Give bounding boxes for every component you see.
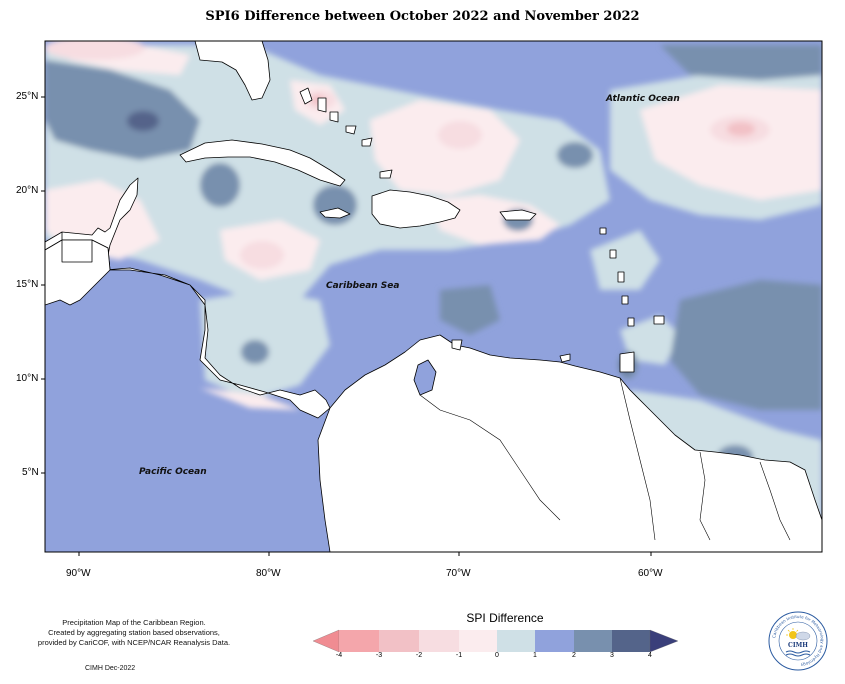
pacific-ocean-label: Pacific Ocean: [139, 467, 207, 477]
footer-line-3: provided by CariCOF, with NCEP/NCAR Rean…: [37, 638, 231, 647]
legend-tick: -2: [415, 652, 423, 659]
legend-bin-8: [612, 630, 650, 652]
footer-line-1: Precipitation Map of the Caribbean Regio…: [62, 618, 206, 627]
legend-bin-3: [419, 630, 459, 652]
waves-icon: [785, 650, 811, 657]
legend-bin-7: [574, 630, 612, 652]
logo-acronym: CIMH: [788, 642, 808, 649]
legend-colorbar: [312, 629, 679, 653]
lat-label-10: 10°N: [16, 373, 39, 384]
legend-bin-4: [459, 630, 497, 652]
lon-label-90: 90°W: [66, 568, 91, 579]
footer-line-2: Created by aggregating station based obs…: [48, 628, 220, 637]
lat-label-5: 5°N: [22, 467, 39, 478]
lon-label-60: 60°W: [638, 568, 663, 579]
legend-tick: -3: [375, 652, 383, 659]
lat-label-25: 25°N: [16, 91, 39, 102]
legend-tick: 3: [610, 652, 614, 659]
map-frame: [44, 40, 823, 553]
cimh-logo: Caribbean Institute for Meteorology and …: [768, 611, 828, 671]
map-title: SPI6 Difference between October 2022 and…: [205, 9, 640, 24]
cloud-icon: [795, 631, 811, 641]
sun-icon: [786, 628, 799, 639]
footer-credit: CIMH Dec-2022: [85, 665, 136, 672]
atlantic-ocean-label: Atlantic Ocean: [606, 94, 680, 104]
legend-bin-1: [339, 630, 379, 652]
lon-label-80: 80°W: [256, 568, 281, 579]
footer-description: Precipitation Map of the Caribbean Regio…: [14, 618, 254, 648]
lon-label-70: 70°W: [446, 568, 471, 579]
legend-tick: 0: [495, 652, 499, 659]
axis-ticks: [41, 96, 652, 556]
legend-title: SPI Difference: [466, 611, 544, 625]
legend-bin-6: [535, 630, 574, 652]
lat-label-20: 20°N: [16, 185, 39, 196]
caribbean-sea-label: Caribbean Sea: [326, 281, 400, 291]
country-borders: [419, 377, 791, 541]
legend-tick: -1: [455, 652, 463, 659]
spi-difference-field: [45, 41, 822, 552]
legend-arrow-high: [649, 629, 679, 653]
legend-tick: -4: [335, 652, 343, 659]
legend-tick: 2: [572, 652, 576, 659]
legend-tick: 1: [533, 652, 537, 659]
legend-bin-5: [497, 630, 535, 652]
legend-bin-2: [379, 630, 419, 652]
lat-label-15: 15°N: [16, 279, 39, 290]
land-outlines: [45, 41, 822, 552]
legend-tick: 4: [648, 652, 652, 659]
legend-arrow-low: [312, 629, 340, 653]
